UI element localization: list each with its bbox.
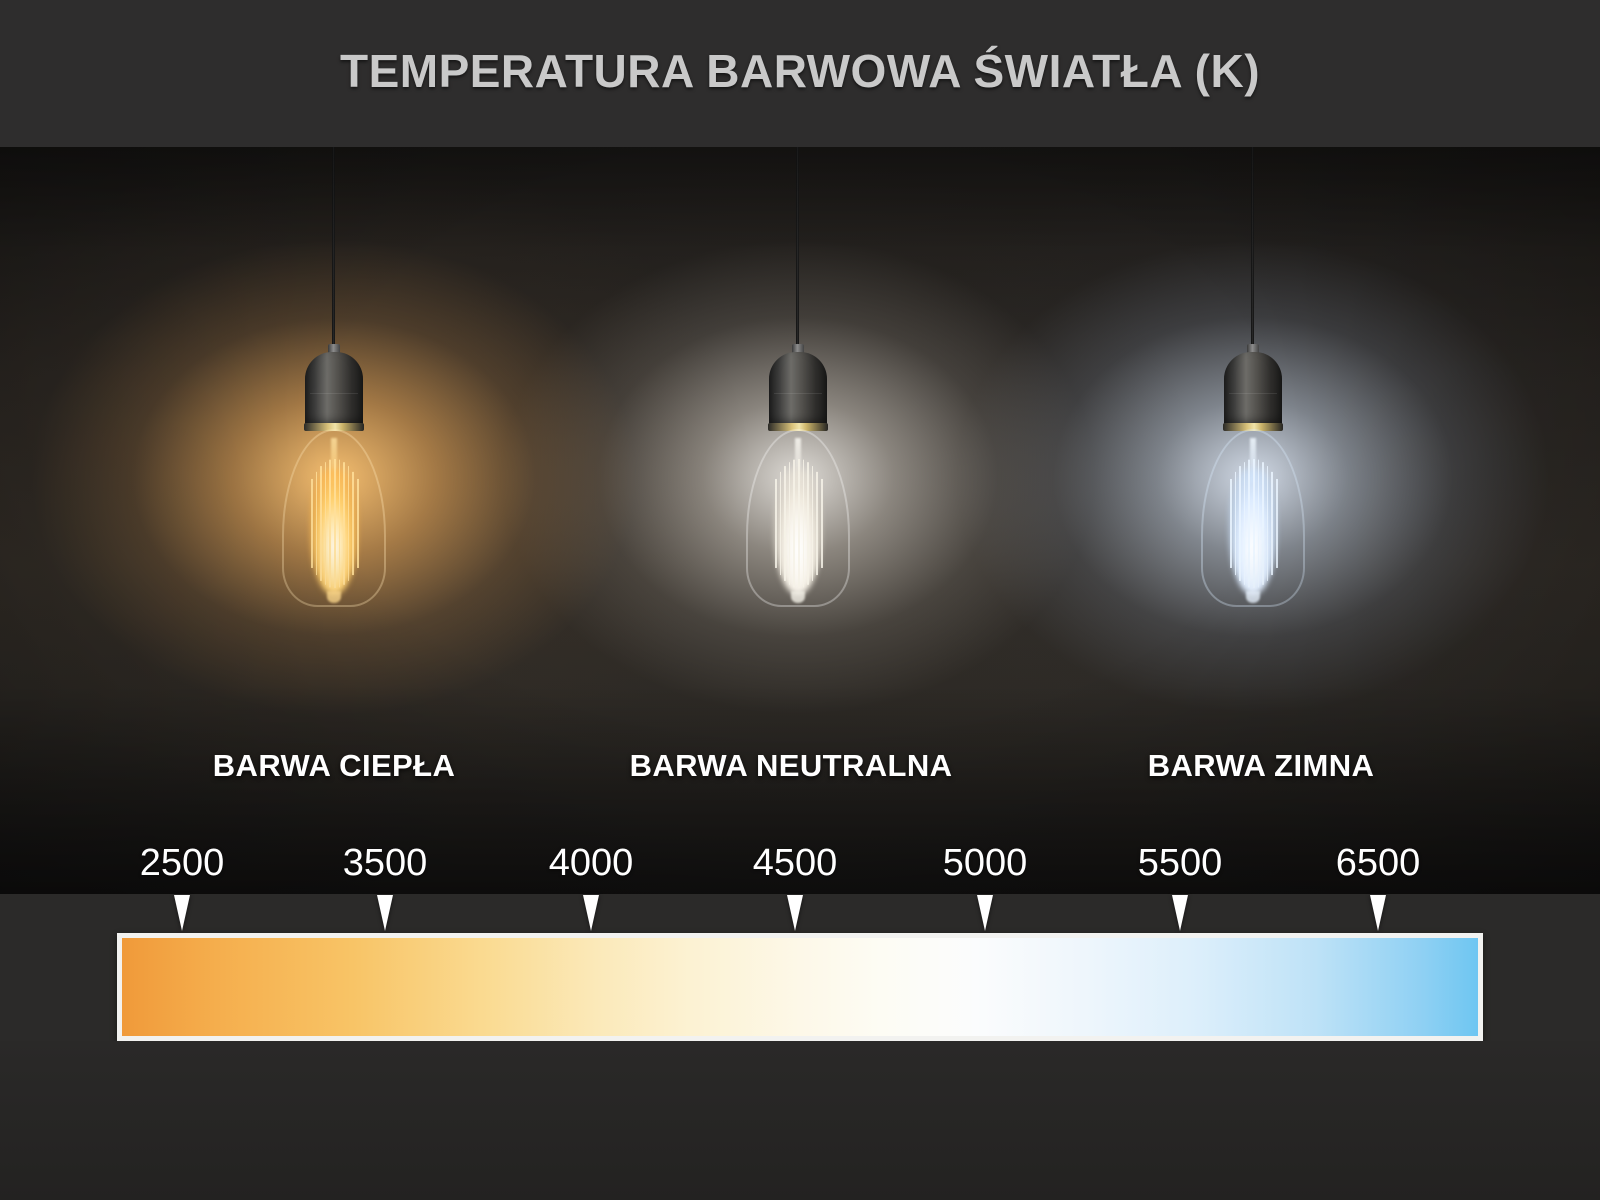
warm-bulb: [214, 147, 454, 707]
kelvin-tick-marker: [1370, 895, 1386, 931]
filament-wires: [308, 458, 360, 588]
footer-area: [0, 1041, 1600, 1200]
bulb-tip: [1246, 591, 1260, 603]
bulb-glass-inner: [284, 431, 384, 605]
kelvin-tick-label: 2500: [139, 842, 225, 884]
lamp-socket: [769, 352, 827, 428]
category-caption: BARWA NEUTRALNA: [629, 748, 953, 783]
kelvin-tick-marker: [377, 895, 393, 931]
kelvin-scale: 2500 3500 4000 4500 5000 5500 6500: [0, 820, 1600, 1050]
cool-bulb: [1133, 147, 1373, 707]
kelvin-tick-marker: [583, 895, 599, 931]
kelvin-tick-label: 3500: [342, 842, 428, 884]
lamp-cord: [796, 147, 799, 350]
bulb-tip: [791, 591, 805, 603]
kelvin-tick-label: 4000: [548, 842, 634, 884]
page-title: TEMPERATURA BARWOWA ŚWIATŁA (K): [339, 45, 1261, 97]
kelvin-tick-label: 5000: [942, 842, 1028, 884]
gradient-fill: [122, 938, 1478, 1036]
lamp-cord: [1251, 147, 1254, 350]
category-caption: BARWA CIEPŁA: [212, 748, 456, 783]
kelvin-tick-label: 4500: [752, 842, 838, 884]
bulb-glass: [746, 429, 850, 607]
kelvin-tick-label: 5500: [1137, 842, 1223, 884]
neutral-bulb: [678, 147, 918, 707]
kelvin-tick-marker: [174, 895, 190, 931]
bulb-glass-inner: [1203, 431, 1303, 605]
kelvin-tick-marker: [787, 895, 803, 931]
lamp-socket: [305, 352, 363, 428]
bulb-glass: [282, 429, 386, 607]
kelvin-tick-label: 6500: [1335, 842, 1421, 884]
filament-wires: [772, 458, 824, 588]
bulb-glass: [1201, 429, 1305, 607]
kelvin-tick-marker: [1172, 895, 1188, 931]
lamp-cord: [332, 147, 335, 350]
header-band: [0, 0, 1600, 147]
category-caption: BARWA ZIMNA: [1147, 748, 1375, 783]
lamp-socket: [1224, 352, 1282, 428]
kelvin-tick-marker: [977, 895, 993, 931]
bulb-glass-inner: [748, 431, 848, 605]
color-temperature-gradient-bar: [117, 933, 1483, 1041]
bulb-tip: [327, 591, 341, 603]
filament-wires: [1227, 458, 1279, 588]
